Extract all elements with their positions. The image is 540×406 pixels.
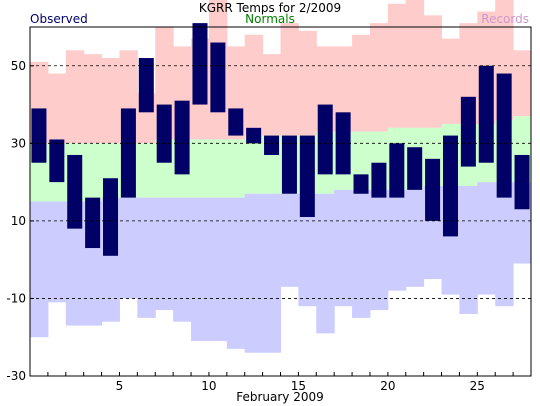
- x-tick-label: 15: [291, 379, 306, 393]
- y-tick-label: 50: [11, 59, 26, 73]
- observed-bar: [210, 42, 226, 113]
- observed-bar: [264, 135, 280, 155]
- y-tick-label: -30: [6, 369, 26, 383]
- record-low-band: [369, 189, 389, 311]
- record-low-band: [495, 182, 514, 307]
- record-high-band: [423, 15, 443, 128]
- observed-bar: [281, 135, 297, 194]
- record-low-band: [459, 185, 478, 314]
- record-low-band: [280, 193, 299, 287]
- x-axis-label: February 2009: [236, 390, 324, 404]
- record-low-band: [316, 193, 335, 334]
- observed-bar: [246, 127, 262, 144]
- observed-bar: [514, 154, 530, 210]
- y-tick-label: 30: [11, 136, 26, 150]
- observed-bar: [442, 135, 458, 237]
- normal-band: [191, 139, 210, 198]
- record-low-band: [173, 197, 192, 322]
- record-low-band: [155, 197, 174, 311]
- record-low-band: [387, 189, 407, 291]
- normal-band: [83, 143, 103, 202]
- record-low-band: [334, 189, 353, 307]
- record-low-band: [262, 193, 281, 353]
- record-high-band: [513, 50, 532, 117]
- observed-bar: [85, 197, 101, 249]
- legend-observed: Observed: [30, 12, 88, 26]
- record-low-band: [226, 197, 246, 349]
- observed-bar: [31, 108, 47, 163]
- observed-bar: [389, 143, 405, 198]
- record-low-band: [352, 189, 371, 318]
- observed-bar: [67, 154, 83, 229]
- axes: 50 30 10 -10 -30 5 10 15 20 25: [6, 59, 514, 393]
- x-tick-label: 25: [470, 379, 485, 393]
- y-tick-label: -10: [6, 291, 26, 305]
- observed-bar: [425, 158, 441, 221]
- record-high-band: [101, 58, 120, 144]
- record-high-band: [65, 50, 85, 144]
- record-low-band: [191, 197, 210, 342]
- record-low-band: [208, 197, 228, 342]
- observed-bar: [299, 135, 315, 218]
- observed-bar: [353, 174, 369, 194]
- plot-area: [30, 0, 532, 353]
- observed-bar: [407, 147, 423, 190]
- observed-bar: [496, 73, 512, 198]
- legend-normals: Normals: [245, 12, 295, 26]
- observed-bar: [103, 178, 119, 256]
- record-high-band: [244, 34, 264, 136]
- record-high-band: [405, 0, 425, 128]
- record-high-band: [298, 30, 317, 136]
- record-low-band: [47, 201, 67, 303]
- observed-bar: [192, 23, 208, 105]
- record-low-band: [119, 197, 138, 299]
- x-tick-label: 20: [380, 379, 395, 393]
- observed-bar: [478, 65, 494, 163]
- record-low-band: [298, 193, 317, 307]
- observed-bar: [174, 100, 190, 175]
- observed-bar: [317, 104, 333, 175]
- record-low-band: [244, 193, 264, 353]
- observed-bar: [228, 108, 244, 136]
- record-low-band: [137, 197, 156, 318]
- x-tick-label: 5: [116, 379, 124, 393]
- record-high-band: [352, 34, 371, 132]
- legend-records: Records: [481, 12, 529, 26]
- record-high-band: [334, 46, 353, 132]
- observed-bar: [138, 58, 154, 113]
- record-low-band: [405, 189, 425, 287]
- chart-title: KGRR Temps for 2/2009: [199, 1, 341, 15]
- record-high-band: [47, 73, 67, 144]
- x-tick-label: 10: [201, 379, 216, 393]
- observed-bar: [371, 162, 387, 198]
- record-low-band: [477, 182, 496, 295]
- record-low-band: [30, 201, 49, 338]
- record-low-band: [65, 201, 85, 326]
- normal-band: [208, 139, 228, 198]
- record-high-band: [83, 54, 103, 144]
- normal-band: [137, 143, 156, 198]
- normal-band: [226, 139, 246, 198]
- observed-bar: [460, 96, 476, 167]
- observed-bar: [156, 104, 172, 163]
- record-high-band: [280, 23, 299, 136]
- observed-bar: [120, 108, 136, 198]
- record-high-band: [369, 23, 389, 132]
- record-high-band: [441, 38, 460, 124]
- record-high-band: [262, 54, 281, 136]
- y-tick-label: 10: [11, 214, 26, 228]
- normal-band: [244, 135, 264, 194]
- observed-bar: [49, 139, 65, 183]
